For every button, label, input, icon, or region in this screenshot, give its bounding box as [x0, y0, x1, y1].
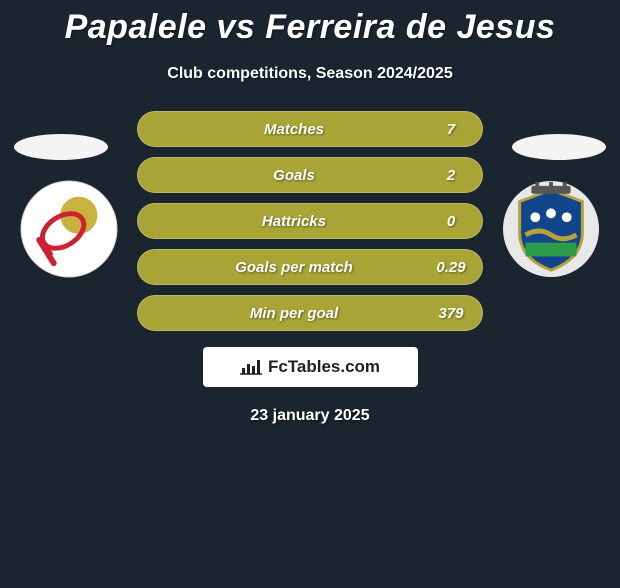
stats-list: Matches 7 Goals 2 Hattricks 0 Goals per … [137, 111, 483, 331]
source-badge: FcTables.com [203, 347, 418, 387]
stat-row: Hattricks 0 [137, 203, 483, 239]
stat-label: Goals per match [138, 259, 420, 276]
snapshot-date: 23 january 2025 [0, 407, 620, 425]
club-crest-left [20, 180, 118, 278]
chart-icon [240, 358, 262, 376]
stat-value: 0 [420, 213, 482, 230]
stat-row: Goals per match 0.29 [137, 249, 483, 285]
source-badge-text: FcTables.com [268, 357, 380, 377]
stat-row: Min per goal 379 [137, 295, 483, 331]
stat-value: 0.29 [420, 259, 482, 276]
stat-value: 379 [420, 305, 482, 322]
comparison-title: Papalele vs Ferreira de Jesus [0, 8, 620, 47]
season-subtitle: Club competitions, Season 2024/2025 [0, 65, 620, 83]
stat-row: Matches 7 [137, 111, 483, 147]
stat-row: Goals 2 [137, 157, 483, 193]
stat-value: 7 [420, 121, 482, 138]
player-photo-right [512, 134, 606, 160]
stat-label: Hattricks [138, 213, 420, 230]
stat-label: Min per goal [138, 305, 420, 322]
player-photo-left [14, 134, 108, 160]
stat-label: Goals [138, 167, 420, 184]
stat-value: 2 [420, 167, 482, 184]
club-crest-right [502, 180, 600, 278]
stat-label: Matches [138, 121, 420, 138]
